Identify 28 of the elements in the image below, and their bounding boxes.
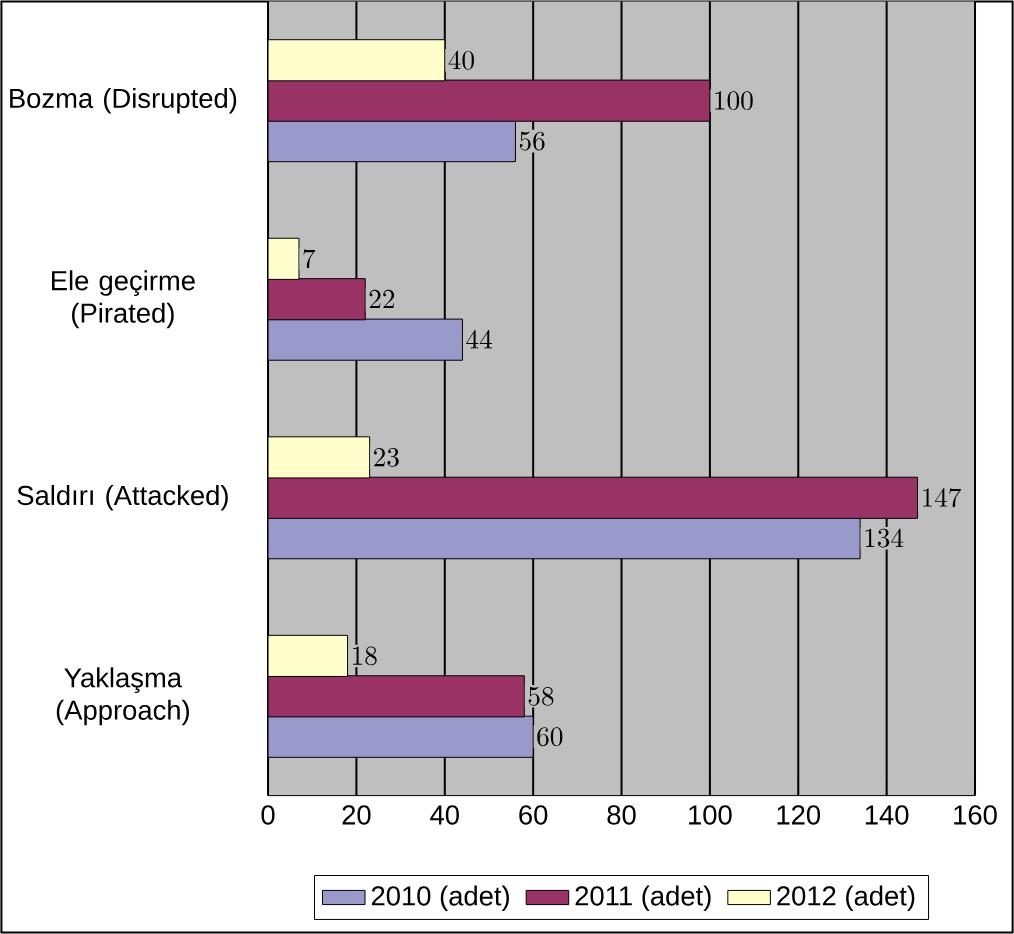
x-tick-label: 100 (689, 805, 732, 825)
y-tick-label: Ele geçirme (Pirated) (52, 270, 195, 329)
data-label: 40 (448, 50, 474, 70)
data-label: 100 (715, 91, 753, 111)
y-tick-label: Yaklaşma (Approach) (56, 667, 189, 726)
legend-label: 2010 (adet) (371, 885, 509, 912)
x-tick-label: 0 (261, 805, 275, 825)
data-label: 18 (352, 646, 377, 666)
y-tick-label: Bozma (Disrupted) (10, 87, 237, 114)
x-tick-label: 20 (342, 805, 371, 825)
legend-label: 2011 (adet) (575, 885, 711, 912)
x-tick-label: 60 (519, 805, 548, 825)
data-label: 23 (374, 448, 399, 467)
y-tick-label: Saldırı (Attacked) (17, 485, 228, 511)
data-label: 147 (922, 488, 962, 508)
data-label: 134 (865, 528, 904, 548)
data-label: 7 (303, 249, 316, 269)
data-label: 58 (528, 687, 554, 706)
x-tick-label: 160 (954, 805, 997, 825)
x-tick-label: 120 (777, 805, 821, 825)
x-tick-label: 80 (607, 805, 636, 825)
data-label: 56 (519, 131, 545, 151)
x-tick-label: 40 (430, 805, 459, 825)
legend-label: 2012 (adet) (777, 885, 915, 912)
data-label: 22 (369, 289, 395, 309)
x-tick-label: 140 (865, 805, 909, 825)
data-label: 60 (537, 727, 563, 747)
data-label: 44 (466, 330, 492, 349)
